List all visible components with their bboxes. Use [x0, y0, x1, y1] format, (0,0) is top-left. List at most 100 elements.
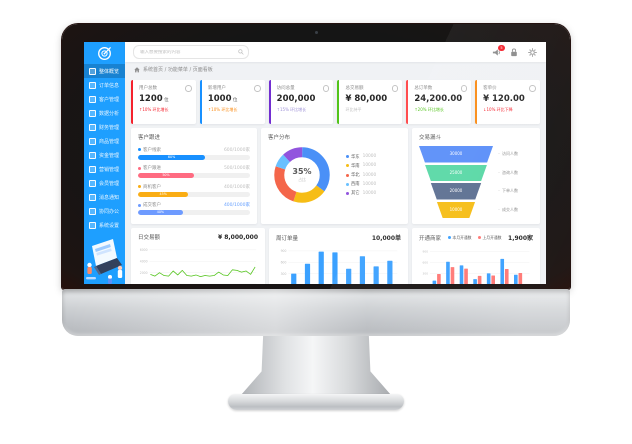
- menu-item-icon: [89, 67, 96, 75]
- sidebar-item[interactable]: 营销管理: [84, 162, 125, 176]
- notification-icon[interactable]: 5: [492, 44, 505, 57]
- sidebar-item[interactable]: 客户管理: [84, 92, 125, 106]
- kpi-card: 访问总量 200,000 ↑15% 环比增长: [268, 80, 334, 124]
- legend-dot-icon: [346, 191, 349, 195]
- progress-value: 500/1000家: [223, 166, 250, 171]
- kpi-trend: ↓10% 环比下降: [483, 106, 513, 112]
- panel-weekly-orders: 周订单量 10,000单 900 600 300: [269, 228, 408, 284]
- menu-item-icon: [89, 109, 96, 117]
- home-icon: [134, 66, 140, 72]
- legend-dot-icon: [138, 203, 141, 207]
- legend-value: 10000: [362, 163, 377, 169]
- funnel-stage-label: 成交人数: [498, 207, 518, 213]
- menu-item-icon: [89, 137, 96, 145]
- lock-icon[interactable]: [510, 48, 519, 57]
- kpi-title: 访问总量: [276, 86, 295, 91]
- legend-label: 其它: [351, 191, 360, 197]
- kpi-title: 新增用户: [207, 86, 226, 91]
- panel-title: 周订单量: [276, 235, 299, 242]
- progress-label: 客户线索: [143, 147, 161, 153]
- legend-item: 上月开通数: [477, 235, 502, 241]
- legend-dot-icon: [477, 236, 481, 239]
- legend-dot-icon: [346, 155, 349, 159]
- panel-funnel: 交易漏斗 30000 访问人数 25000 咨询人数 20000 下单人数 10000 成交人…: [412, 128, 540, 224]
- panel-total: 1,900家: [508, 235, 533, 242]
- kpi-value: 200,000: [276, 94, 316, 104]
- menu-item-icon: [89, 207, 96, 215]
- monitor-stand-neck: [236, 334, 396, 402]
- app-logo[interactable]: [84, 42, 125, 64]
- search-box[interactable]: [133, 45, 249, 59]
- kpi-trend: ↑20% 环比增长: [414, 106, 444, 112]
- progress-value: 400/1000家: [223, 184, 250, 190]
- breadcrumb-text[interactable]: 系统首页 / 功能菜单 / 页面看板: [143, 67, 213, 73]
- kpi-value: 1200 位: [139, 94, 169, 104]
- info-icon[interactable]: [322, 85, 330, 92]
- svg-text:300: 300: [281, 272, 287, 276]
- svg-text:4000: 4000: [140, 259, 148, 263]
- menu-item-icon: [89, 221, 96, 229]
- dashboard-content: 用户总数 1200 位 ↑10% 环比增长 新增用户 1000 位 ↑10% 环比增长 访问…: [125, 77, 546, 284]
- info-icon[interactable]: [391, 85, 399, 92]
- panel-title: 客户分布: [268, 135, 291, 141]
- legend-value: 10000: [362, 154, 377, 160]
- progress-track: 40%: [138, 210, 250, 215]
- legend-value: 10000: [362, 190, 377, 196]
- funnel-stage-label: 咨询人数: [498, 170, 518, 176]
- dashboard-screen: 整体概览 订单信息 客户管理数据分析财务管理 商品管理 资金管理 营销管理 会员管理 消息通知…: [84, 42, 546, 284]
- sidebar-item[interactable]: 数据分析: [84, 106, 125, 120]
- kpi-card: 总交易额 ¥ 80,000 环比持平: [337, 80, 403, 124]
- progress-track: 50%: [138, 173, 250, 178]
- sidebar-item[interactable]: 系统设置: [84, 218, 125, 232]
- info-icon[interactable]: [529, 85, 536, 92]
- panel-title: 客户跟进: [138, 135, 161, 141]
- funnel-stage: 10000 成交人数: [419, 201, 533, 218]
- sidebar-item[interactable]: 财务管理: [84, 120, 125, 134]
- menu-item-icon: [89, 123, 96, 131]
- sidebar-item[interactable]: 协同办公: [84, 204, 125, 218]
- search-icon[interactable]: [238, 49, 244, 55]
- progress-row: 客户线索 600/1000家 60%: [138, 147, 250, 160]
- info-icon[interactable]: [460, 85, 468, 92]
- legend-label: 华南: [351, 163, 360, 169]
- panel-total: 10,000单: [371, 235, 401, 242]
- menu-item-icon: [89, 151, 96, 159]
- sidebar-item[interactable]: 资金管理: [84, 148, 125, 162]
- sidebar-illustration: [84, 232, 125, 284]
- funnel-trapezoid: 10000: [436, 201, 476, 218]
- sidebar: 整体概览 订单信息 客户管理数据分析财务管理 商品管理 资金管理 营销管理 会员管理 消息通知…: [84, 42, 125, 284]
- menu-item-icon: [89, 95, 96, 103]
- menu-item-icon: [89, 81, 96, 89]
- panel-total: ¥ 8,000,000: [217, 233, 258, 241]
- funnel-trapezoid: 20000: [430, 183, 482, 200]
- info-icon[interactable]: [185, 85, 192, 92]
- funnel-trapezoid: 25000: [424, 164, 488, 181]
- svg-text:2000: 2000: [140, 271, 148, 275]
- panel-title: 开通商家: [419, 235, 442, 242]
- menu-item-label: 数据分析: [99, 110, 120, 117]
- info-icon[interactable]: [254, 85, 261, 92]
- legend-value: 10000: [362, 181, 377, 187]
- sidebar-item[interactable]: 整体概览: [84, 64, 125, 78]
- kpi-trend: ↑10% 环比增长: [207, 106, 238, 112]
- sidebar-item[interactable]: 消息通知: [84, 190, 125, 204]
- kpi-value: ¥ 80,000: [345, 94, 388, 104]
- sidebar-item[interactable]: 订单信息: [84, 78, 125, 92]
- funnel-shape-col: 20000: [419, 183, 493, 200]
- sidebar-item[interactable]: 商品管理: [84, 134, 125, 148]
- webcam-icon: [315, 31, 318, 34]
- panel-title: 日交易额: [138, 235, 161, 241]
- legend-dot-icon: [346, 164, 349, 168]
- svg-text:6000: 6000: [140, 248, 148, 252]
- search-input[interactable]: [134, 49, 238, 55]
- panel-customer-distribution: 客户分布 35% 占比 华东 10000 华南 10000 华北 10000 西南 10000…: [261, 128, 408, 224]
- sidebar-item[interactable]: 会员管理: [84, 176, 125, 190]
- header-actions: 5: [492, 44, 537, 57]
- settings-gear-icon[interactable]: [528, 47, 537, 57]
- legend-label: 华东: [351, 154, 360, 160]
- progress-fill: 50%: [138, 173, 194, 178]
- progress-track: 60%: [138, 154, 250, 160]
- grouped-bar-chart: 900 600 300: [419, 244, 533, 284]
- svg-text:900: 900: [423, 250, 429, 254]
- kpi-title: 总订单数: [414, 86, 433, 91]
